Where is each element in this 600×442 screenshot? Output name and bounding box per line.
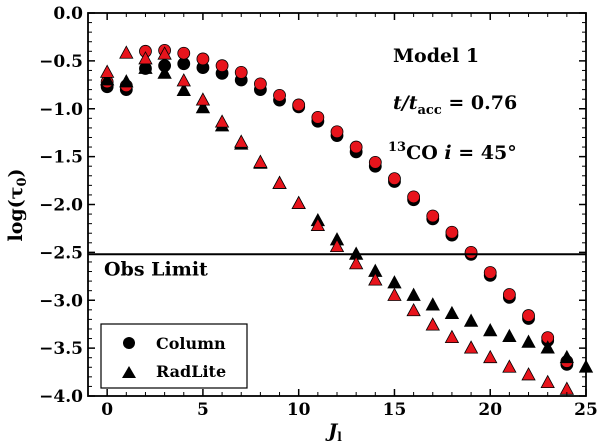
y-tick-label: −3.0 — [39, 291, 83, 311]
legend-entry-radlite: RadLite — [156, 362, 226, 381]
data-point-triangle-black — [119, 74, 134, 88]
data-point-circle-red — [253, 77, 267, 91]
time-ratio-sub: acc — [418, 103, 442, 118]
data-point-triangle-red — [310, 217, 326, 231]
data-point-circle-red — [426, 209, 440, 223]
data-point-circle-red — [311, 110, 325, 124]
data-point-triangle-red — [425, 317, 440, 331]
data-point-triangle-red — [463, 340, 479, 354]
y-axis-label-main: log(τ — [5, 187, 27, 242]
data-point-triangle-red — [540, 374, 555, 388]
inclination-value: = 45° — [452, 142, 517, 164]
data-point-triangle-black — [176, 82, 191, 96]
data-point-circle-red — [177, 46, 191, 60]
data-point-triangle-red — [253, 154, 268, 168]
time-ratio-t: t/t — [393, 92, 418, 114]
data-point-circle-red — [330, 125, 344, 139]
y-tick-label: −2.5 — [39, 243, 83, 263]
data-point-triangle-red — [406, 302, 421, 317]
data-point-circle-red — [407, 190, 421, 204]
data-point-circle-red — [273, 88, 286, 102]
x-tick-label: 0 — [101, 400, 113, 420]
y-tick-label: −0.5 — [39, 52, 83, 72]
data-point-triangle-black — [138, 60, 153, 74]
data-point-circle-red — [349, 140, 363, 154]
data-point-triangle-red — [99, 64, 115, 78]
data-point-circle-red — [464, 245, 478, 259]
data-point-circle-red — [502, 288, 516, 301]
data-point-triangle-black — [559, 349, 575, 364]
data-point-circle-red — [445, 225, 459, 239]
data-point-circle-red — [196, 52, 210, 66]
legend-triangle-marker — [122, 366, 136, 378]
data-point-triangle-red — [272, 175, 287, 189]
y-tick-label: −4.0 — [39, 387, 83, 407]
inclination-i: i — [444, 142, 451, 164]
data-point-triangle-red — [502, 359, 517, 373]
data-point-triangle-red — [157, 46, 172, 60]
data-point-triangle-black — [444, 305, 460, 320]
x-axis-label: Jl — [325, 420, 342, 442]
data-point-circle-red — [522, 309, 535, 322]
data-point-circle-red — [234, 65, 248, 79]
data-point-triangle-black — [502, 328, 517, 343]
isotope-name: CO — [406, 142, 444, 164]
isotope-superscript: 13 — [388, 140, 406, 155]
time-ratio-label: t/tacc = 0.76 — [393, 92, 517, 118]
data-point-triangle-red — [444, 329, 460, 343]
data-point-triangle-red — [119, 45, 134, 59]
y-axis-label: log(τ0) — [5, 169, 30, 242]
model-label: Model 1 — [393, 45, 479, 67]
x-axis-label-main: J — [325, 420, 339, 442]
y-tick-label: −3.5 — [39, 339, 83, 359]
data-point-triangle-red — [234, 134, 249, 148]
data-point-triangle-black — [387, 275, 402, 289]
data-point-triangle-black — [521, 334, 536, 348]
data-point-circle-red — [215, 59, 229, 73]
data-point-triangle-red — [195, 92, 211, 106]
data-point-triangle-black — [406, 287, 421, 301]
data-point-triangle-black — [483, 323, 498, 337]
data-point-triangle-red — [291, 195, 306, 209]
data-point-circle-red — [483, 266, 497, 279]
legend-entry-column: Column — [156, 334, 226, 353]
data-point-triangle-red — [348, 256, 364, 270]
y-tick-label: −1.0 — [39, 100, 83, 120]
x-axis-label-sub: l — [337, 430, 342, 442]
x-tick-label: 15 — [383, 400, 407, 420]
x-tick-label: 20 — [478, 400, 502, 420]
legend-circle-marker — [123, 337, 135, 349]
data-point-triangle-red — [138, 51, 153, 65]
data-point-triangle-red — [176, 73, 191, 87]
x-tick-label: 5 — [197, 400, 209, 420]
isotope-label: 13CO i = 45° — [388, 140, 517, 164]
data-point-triangle-black — [195, 99, 211, 114]
y-axis-label-sub: 0 — [15, 178, 30, 187]
data-point-circle-red — [388, 172, 401, 186]
x-tick-label: 25 — [574, 400, 598, 420]
y-tick-label: 0.0 — [53, 4, 83, 24]
y-tick-label: −2.0 — [39, 196, 83, 216]
legend: Column RadLite — [100, 323, 248, 389]
time-ratio-value: = 0.76 — [442, 92, 517, 114]
data-point-triangle-red — [521, 367, 536, 381]
obs-limit-label: Obs Limit — [104, 258, 208, 280]
data-point-triangle-black — [157, 65, 172, 79]
data-point-triangle-black — [99, 72, 115, 86]
y-axis-label-end: ) — [5, 169, 27, 178]
data-point-triangle-red — [483, 349, 498, 364]
data-point-triangle-red — [387, 287, 402, 301]
data-point-circle-red — [368, 155, 382, 169]
data-point-circle-red — [292, 98, 306, 112]
x-tick-label: 10 — [287, 400, 311, 420]
y-tick-label: −1.5 — [39, 148, 83, 168]
data-point-triangle-red — [368, 272, 383, 286]
data-point-triangle-red — [214, 114, 230, 128]
data-point-triangle-black — [425, 297, 440, 311]
data-point-triangle-black — [540, 340, 555, 354]
plot-frame — [87, 12, 587, 397]
data-point-triangle-black — [463, 313, 479, 327]
data-point-triangle-red — [329, 238, 345, 253]
